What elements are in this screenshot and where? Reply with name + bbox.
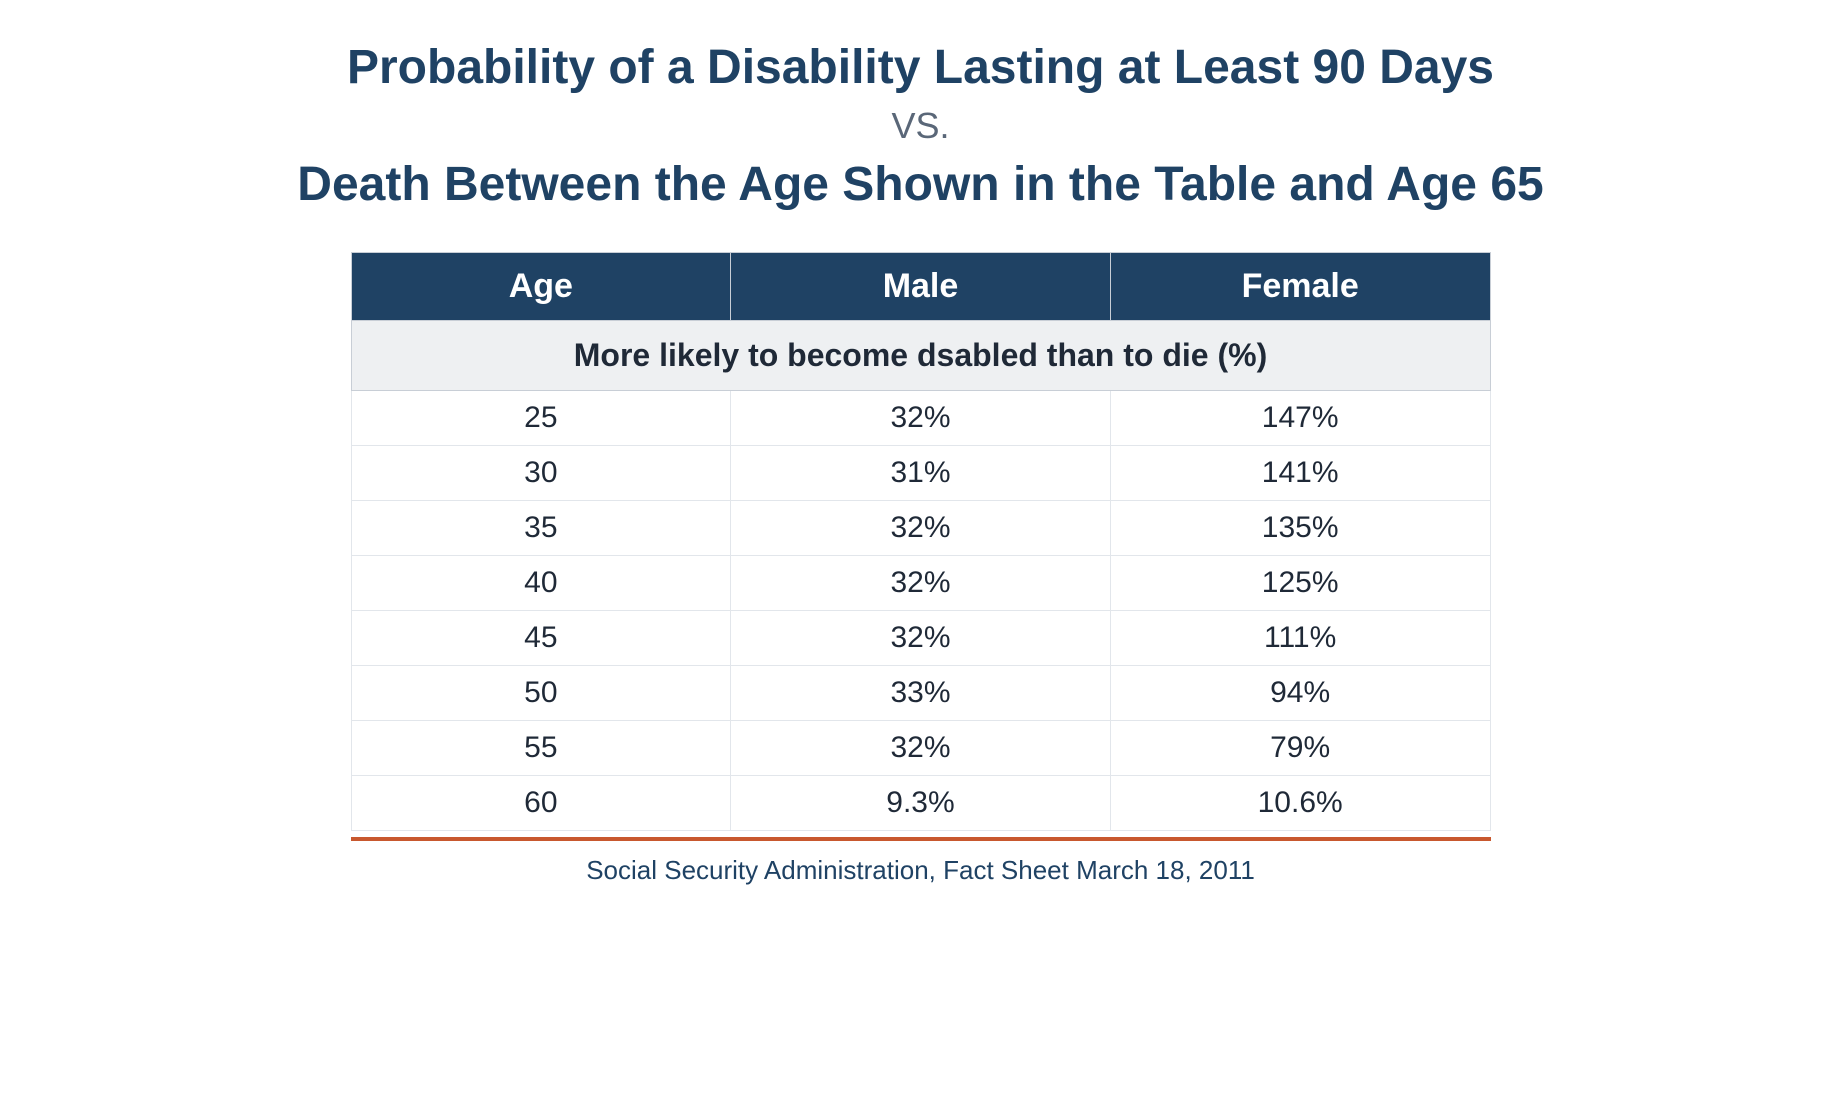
- column-header-female: Female: [1110, 253, 1490, 321]
- cell-male: 32%: [731, 391, 1111, 446]
- cell-male: 32%: [731, 556, 1111, 611]
- table-row: 50 33% 94%: [351, 666, 1490, 721]
- cell-female: 125%: [1110, 556, 1490, 611]
- cell-age: 55: [351, 721, 731, 776]
- probability-table: Age Male Female More likely to become ds…: [351, 252, 1491, 831]
- table-row: 45 32% 111%: [351, 611, 1490, 666]
- title-vs: VS.: [891, 105, 949, 147]
- cell-age: 50: [351, 666, 731, 721]
- title-line1: Probability of a Disability Lasting at L…: [347, 40, 1494, 95]
- table-wrapper: Age Male Female More likely to become ds…: [351, 252, 1491, 831]
- cell-age: 60: [351, 776, 731, 831]
- cell-female: 147%: [1110, 391, 1490, 446]
- cell-age: 40: [351, 556, 731, 611]
- table-row: 35 32% 135%: [351, 501, 1490, 556]
- cell-female: 10.6%: [1110, 776, 1490, 831]
- cell-female: 79%: [1110, 721, 1490, 776]
- cell-male: 32%: [731, 611, 1111, 666]
- cell-age: 45: [351, 611, 731, 666]
- cell-age: 25: [351, 391, 731, 446]
- bottom-rule: [351, 837, 1491, 841]
- table-row: 55 32% 79%: [351, 721, 1490, 776]
- table-row: 40 32% 125%: [351, 556, 1490, 611]
- cell-male: 9.3%: [731, 776, 1111, 831]
- cell-age: 30: [351, 446, 731, 501]
- cell-female: 141%: [1110, 446, 1490, 501]
- column-header-age: Age: [351, 253, 731, 321]
- table-subheader-row: More likely to become dsabled than to di…: [351, 321, 1490, 391]
- table-row: 25 32% 147%: [351, 391, 1490, 446]
- cell-female: 111%: [1110, 611, 1490, 666]
- table-row: 30 31% 141%: [351, 446, 1490, 501]
- table-header-row: Age Male Female: [351, 253, 1490, 321]
- cell-age: 35: [351, 501, 731, 556]
- cell-male: 32%: [731, 721, 1111, 776]
- cell-female: 135%: [1110, 501, 1490, 556]
- table-row: 60 9.3% 10.6%: [351, 776, 1490, 831]
- cell-male: 31%: [731, 446, 1111, 501]
- column-header-male: Male: [731, 253, 1111, 321]
- cell-male: 33%: [731, 666, 1111, 721]
- cell-female: 94%: [1110, 666, 1490, 721]
- table-subheader: More likely to become dsabled than to di…: [351, 321, 1490, 391]
- cell-male: 32%: [731, 501, 1111, 556]
- title-line2: Death Between the Age Shown in the Table…: [297, 157, 1543, 212]
- source-text: Social Security Administration, Fact She…: [586, 855, 1255, 886]
- main-container: Probability of a Disability Lasting at L…: [100, 40, 1741, 886]
